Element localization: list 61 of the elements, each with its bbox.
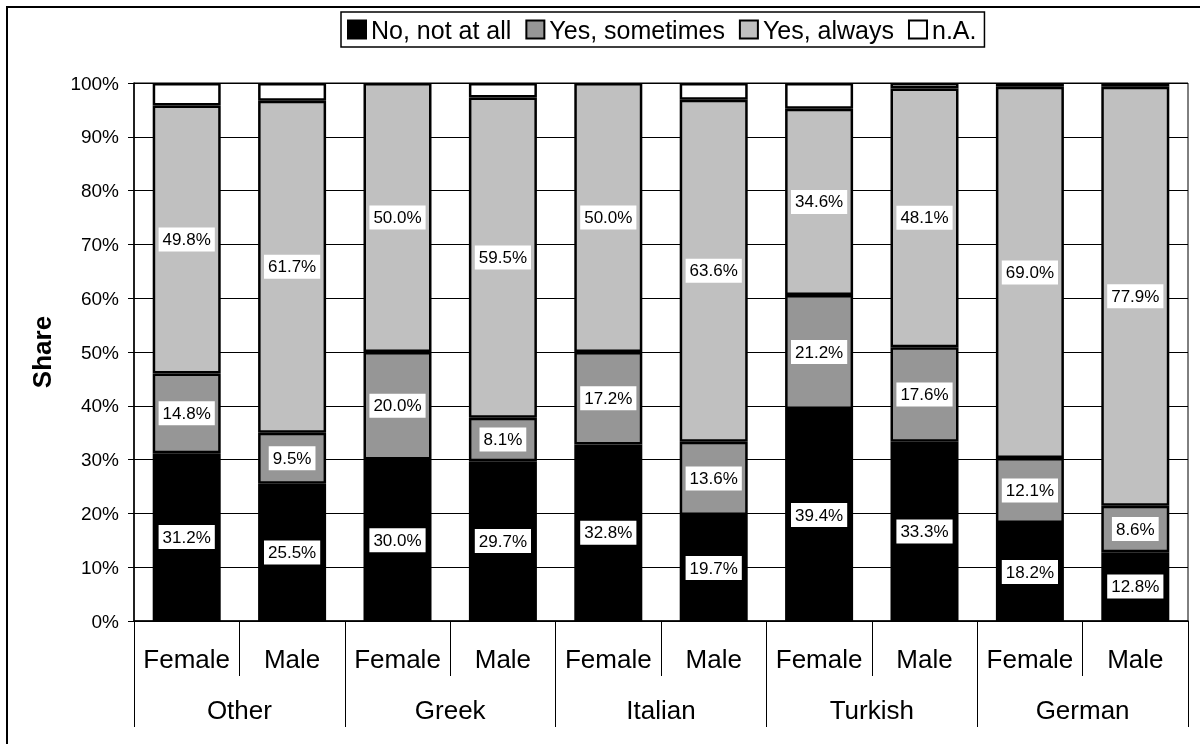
data-label: 61.7% (268, 257, 317, 277)
y-tick-label: 90% (80, 126, 120, 148)
legend-label: n.A. (931, 15, 977, 44)
y-tick-label: 60% (80, 287, 120, 309)
data-label: 25.5% (268, 542, 317, 562)
data-label: 17.2% (584, 388, 633, 408)
text: Turkish (829, 695, 914, 725)
data-label: 49.8% (162, 230, 211, 250)
data-label: 34.6% (795, 192, 844, 212)
data-label: 17.6% (900, 385, 949, 404)
data-label: 12.8% (1111, 577, 1160, 597)
x-tick-label: Female (986, 644, 1074, 674)
data-label: 39.4% (795, 505, 844, 525)
data-label: 31.2% (162, 527, 211, 547)
x-tick-label: Female (775, 644, 863, 674)
text: German (1035, 695, 1130, 725)
data-label: 18.2% (1005, 562, 1054, 582)
y-tick-label: 0% (91, 610, 120, 632)
data-label: 32.8% (584, 523, 633, 543)
y-tick-label: 50% (80, 341, 120, 363)
y-tick-label: 30% (80, 449, 120, 471)
data-label: 50.0% (373, 208, 422, 227)
data-label: 50.0% (584, 208, 633, 227)
legend-label: No, not at all (371, 15, 512, 44)
data-label: 69.0% (1005, 262, 1054, 282)
y-tick-label: 20% (80, 502, 120, 524)
data-label: 19.7% (689, 558, 738, 578)
data-label: 8.6% (1115, 519, 1155, 539)
data-label: 77.9% (1111, 286, 1160, 306)
x-tick-label: Male (474, 644, 532, 674)
data-label: 13.6% (689, 468, 738, 488)
data-label: 21.2% (795, 342, 844, 362)
y-tick-label: 40% (80, 395, 120, 417)
text: Italian (626, 695, 696, 725)
data-label: 8.1% (483, 429, 523, 449)
x-tick-label: Female (564, 644, 652, 674)
y-tick-label: 80% (80, 180, 120, 202)
data-label: 12.1% (1005, 481, 1054, 501)
y-tick-label: 10% (80, 556, 120, 578)
legend-label: Yes, always (762, 15, 894, 44)
y-tick-label: 70% (80, 233, 120, 255)
y-tick-label: 100% (70, 72, 120, 94)
text: Other (206, 695, 273, 725)
x-tick-label: Male (896, 644, 953, 674)
x-tick-label: Female (354, 644, 441, 674)
legend-label: Yes, sometimes (549, 15, 725, 44)
text: Greek (414, 695, 487, 725)
data-label: 33.3% (900, 521, 949, 541)
data-label: 14.8% (162, 403, 211, 423)
data-label: 59.5% (478, 248, 527, 268)
data-label: 20.0% (373, 396, 422, 416)
y-axis-title: Share (27, 315, 57, 389)
data-label: 48.1% (900, 208, 949, 228)
x-tick-label: Male (685, 644, 742, 674)
data-label: 9.5% (272, 448, 312, 468)
x-tick-label: Female (143, 644, 231, 674)
data-label: 29.7% (478, 531, 527, 551)
data-label: 30.0% (373, 530, 422, 550)
x-tick-label: Male (1107, 644, 1164, 674)
data-label: 63.6% (689, 261, 738, 281)
x-tick-label: Male (263, 644, 321, 674)
